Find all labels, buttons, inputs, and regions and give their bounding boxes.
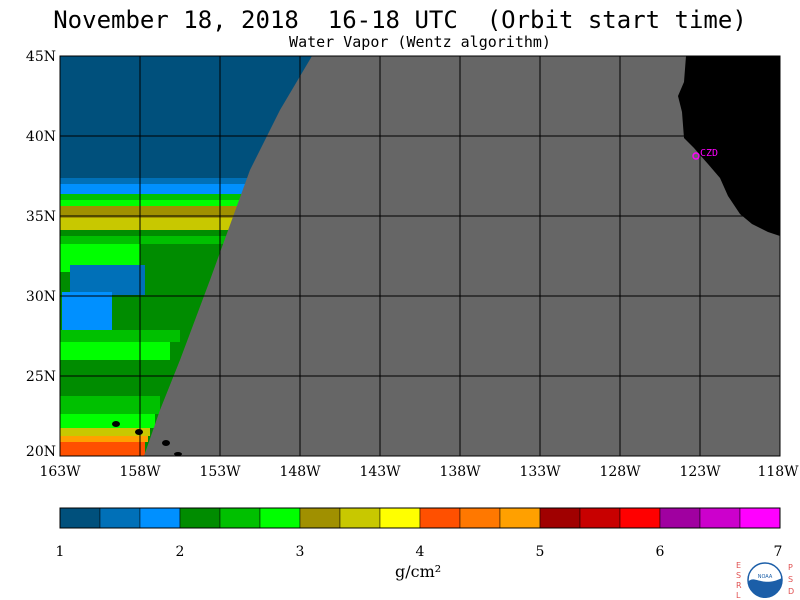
lon-label: 138W: [439, 464, 481, 480]
logo-letter: R: [736, 581, 742, 590]
data-band-14: [60, 360, 160, 396]
page-subtitle: Water Vapor (Wentz algorithm): [289, 33, 551, 51]
colorbar-swatch: [259, 507, 301, 529]
lat-labels: 45N 40N 35N 30N 25N 20N: [26, 49, 56, 460]
colorbar-swatch: [379, 507, 421, 529]
lat-label: 35N: [26, 209, 56, 225]
lat-label: 20N: [26, 444, 56, 460]
colorbar-swatch: [299, 507, 341, 529]
noaa-emblem-wave: [748, 578, 783, 599]
island: [135, 429, 143, 435]
colorbar-tick-label: 2: [176, 544, 185, 560]
data-band-10: [70, 265, 145, 295]
lon-label: 158W: [119, 464, 161, 480]
lon-label: 123W: [679, 464, 721, 480]
land-coast: [678, 56, 780, 236]
colorbar-swatch: [459, 507, 501, 529]
data-band-5: [60, 200, 320, 206]
lon-label: 118W: [757, 464, 799, 480]
logo-letter: D: [788, 587, 794, 596]
colorbar-swatch: [499, 507, 541, 529]
lat-label: 45N: [26, 49, 56, 65]
logo-letter: E: [736, 561, 741, 570]
data-band-19: [60, 442, 145, 456]
page-title: November 18, 2018 16-18 UTC (Orbit start…: [53, 6, 747, 34]
noaa-emblem-name: NOAA: [758, 574, 773, 580]
colorbar-tick-label: 1: [56, 544, 65, 560]
noaa-logo: E S R L P S D NOAA: [736, 561, 794, 600]
data-band-13: [60, 342, 170, 360]
logo-letter: S: [736, 571, 741, 580]
colorbar-ticks: 1 2 3 4 5 6 7: [56, 544, 783, 560]
data-band-4: [60, 194, 320, 200]
colorbar-swatch: [339, 507, 381, 529]
colorbar-tick-label: 6: [656, 544, 665, 560]
colorbar-tick-label: 5: [536, 544, 545, 560]
colorbar-swatch: [419, 507, 461, 529]
data-band-17: [60, 428, 150, 436]
colorbar-tick-label: 4: [416, 544, 425, 560]
colorbar-frame: [59, 507, 781, 529]
colorbar-unit: g/cm²: [395, 562, 442, 581]
colorbar-swatch: [739, 507, 781, 529]
lon-label: 143W: [359, 464, 401, 480]
lon-label: 148W: [279, 464, 321, 480]
colorbar-swatch: [539, 507, 581, 529]
colorbar-swatch: [179, 507, 221, 529]
logo-letter: L: [736, 591, 741, 600]
colorbar-swatch: [59, 507, 101, 529]
lat-label: 25N: [26, 369, 56, 385]
colorbar-tick-label: 7: [774, 544, 783, 560]
station-label: CZD: [700, 148, 718, 159]
data-band-3: [60, 184, 320, 194]
lon-label: 128W: [599, 464, 641, 480]
no-data-area: [144, 56, 780, 456]
data-band-11: [62, 292, 112, 330]
island: [174, 452, 182, 456]
colorbar-tick-label: 3: [296, 544, 305, 560]
colorbar-swatch: [619, 507, 661, 529]
island: [162, 440, 170, 446]
data-band-15: [60, 396, 160, 414]
colorbar-swatch: [579, 507, 621, 529]
data-band-18: [60, 436, 148, 442]
colorbar: [59, 507, 781, 529]
colorbar-swatch: [699, 507, 741, 529]
map-frame: [59, 55, 781, 457]
data-band-2: [60, 178, 320, 188]
data-band-12: [60, 330, 180, 342]
grid-lines: [60, 56, 780, 456]
lon-label: 133W: [519, 464, 561, 480]
lon-label: 153W: [199, 464, 241, 480]
lon-labels: 163W 158W 153W 148W 143W 138W 133W 128W …: [39, 464, 799, 480]
logo-letter: S: [788, 575, 793, 584]
colorbar-swatch: [219, 507, 261, 529]
station-marker: [692, 152, 700, 160]
colorbar-swatch: [659, 507, 701, 529]
colorbar-swatch: [99, 507, 141, 529]
lat-label: 40N: [26, 129, 56, 145]
colorbar-swatch: [139, 507, 181, 529]
lon-label: 163W: [39, 464, 81, 480]
data-band-16: [60, 414, 155, 428]
lat-label: 30N: [26, 289, 56, 305]
logo-letter: P: [788, 563, 793, 572]
island: [112, 421, 120, 427]
data-band-8: [60, 236, 320, 244]
